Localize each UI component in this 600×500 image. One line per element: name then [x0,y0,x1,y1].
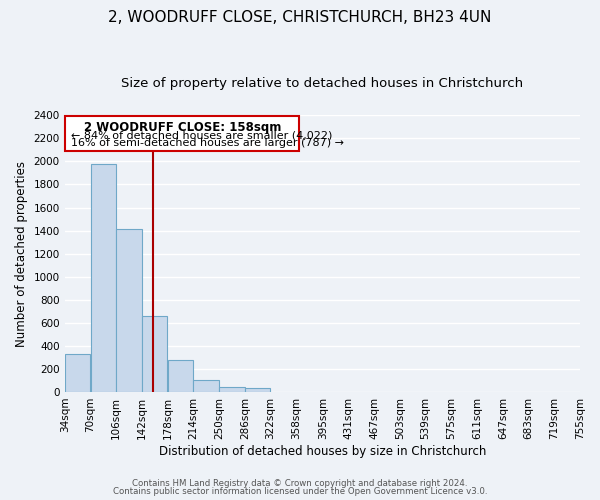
Text: ← 84% of detached houses are smaller (4,022): ← 84% of detached houses are smaller (4,… [71,131,332,141]
Bar [91,164,116,392]
Text: Contains HM Land Registry data © Crown copyright and database right 2024.: Contains HM Land Registry data © Crown c… [132,478,468,488]
Text: Contains public sector information licensed under the Open Government Licence v3: Contains public sector information licen… [113,487,487,496]
Y-axis label: Number of detached properties: Number of detached properties [15,160,28,346]
Title: Size of property relative to detached houses in Christchurch: Size of property relative to detached ho… [121,78,523,90]
Bar [65,116,299,151]
Bar [142,316,167,392]
Bar [245,388,271,392]
Text: 16% of semi-detached houses are larger (787) →: 16% of semi-detached houses are larger (… [71,138,344,148]
Bar [219,386,245,392]
Bar [65,354,90,392]
Bar [116,230,142,392]
X-axis label: Distribution of detached houses by size in Christchurch: Distribution of detached houses by size … [158,444,486,458]
Text: 2 WOODRUFF CLOSE: 158sqm: 2 WOODRUFF CLOSE: 158sqm [83,121,281,134]
Text: 2, WOODRUFF CLOSE, CHRISTCHURCH, BH23 4UN: 2, WOODRUFF CLOSE, CHRISTCHURCH, BH23 4U… [109,10,491,25]
Bar [168,360,193,392]
Bar [193,380,219,392]
